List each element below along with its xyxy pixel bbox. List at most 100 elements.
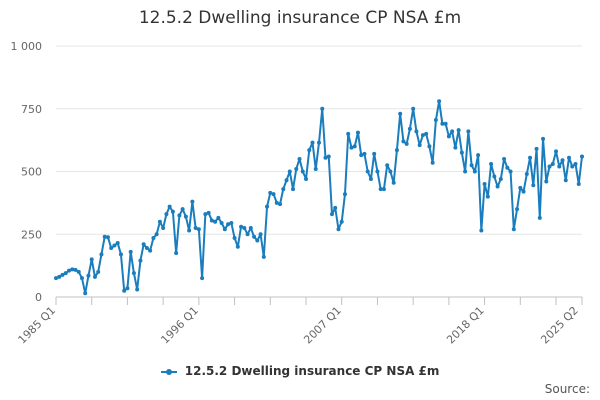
data-point xyxy=(450,129,455,134)
data-point xyxy=(83,291,88,296)
data-point xyxy=(281,187,286,192)
data-point xyxy=(443,121,448,126)
x-tick-label: 2025 Q2 xyxy=(538,304,581,347)
data-point xyxy=(317,140,321,145)
data-point xyxy=(544,179,549,184)
data-point xyxy=(339,219,344,224)
data-point xyxy=(174,251,179,256)
y-axis-labels: 0 250 500 750 1 000 xyxy=(11,40,43,304)
data-point xyxy=(411,106,416,111)
data-point xyxy=(297,156,302,161)
data-point xyxy=(196,227,201,232)
data-point xyxy=(498,177,503,182)
data-point xyxy=(252,234,257,239)
chart-title: 12.5.2 Dwelling insurance CP NSA £m xyxy=(138,8,462,28)
data-point xyxy=(580,154,584,159)
data-point xyxy=(404,141,409,146)
data-point xyxy=(183,214,188,219)
data-point xyxy=(235,244,240,249)
data-point xyxy=(417,143,422,148)
data-point xyxy=(427,144,432,149)
data-point xyxy=(336,227,341,232)
x-axis xyxy=(55,296,583,305)
data-point xyxy=(222,227,227,232)
data-point xyxy=(167,204,172,209)
data-point xyxy=(502,156,507,161)
data-point xyxy=(76,269,81,274)
data-point xyxy=(157,219,162,224)
data-point xyxy=(385,163,390,168)
data-point xyxy=(479,228,484,233)
data-point xyxy=(554,149,559,154)
data-point xyxy=(424,131,429,136)
data-point xyxy=(560,158,565,163)
legend[interactable]: 12.5.2 Dwelling insurance CP NSA £m xyxy=(0,364,600,378)
data-point xyxy=(375,169,380,174)
data-point xyxy=(495,184,500,189)
data-point xyxy=(398,111,403,116)
data-point xyxy=(329,212,334,217)
data-point xyxy=(242,225,247,230)
data-point xyxy=(541,136,546,141)
y-tick-label: 250 xyxy=(21,228,42,241)
data-point xyxy=(524,172,529,177)
data-point xyxy=(521,189,526,194)
data-point xyxy=(274,200,279,205)
y-tick-label: 1 000 xyxy=(11,40,43,53)
data-point xyxy=(368,177,373,182)
grid-lines xyxy=(56,45,582,235)
data-point xyxy=(508,169,513,174)
data-point xyxy=(268,190,273,195)
data-point xyxy=(60,272,65,277)
data-point xyxy=(407,126,412,131)
data-point xyxy=(492,174,497,179)
data-point xyxy=(326,154,331,159)
data-point xyxy=(63,271,68,276)
data-point xyxy=(359,153,364,158)
data-point xyxy=(135,287,140,292)
legend-swatch-icon xyxy=(160,367,177,377)
data-point xyxy=(112,243,117,248)
data-point xyxy=(563,178,568,183)
data-point xyxy=(161,225,166,230)
data-point xyxy=(219,220,224,225)
data-point xyxy=(148,248,153,253)
data-point xyxy=(164,212,169,217)
data-point xyxy=(394,148,399,153)
data-point xyxy=(453,145,458,150)
x-tick-label: 2018 Q1 xyxy=(444,304,487,347)
data-point xyxy=(57,274,62,279)
data-point xyxy=(547,164,552,169)
data-point xyxy=(96,269,101,274)
data-point xyxy=(203,212,208,217)
data-point xyxy=(570,164,575,169)
data-point xyxy=(70,267,75,272)
data-point xyxy=(248,225,253,230)
y-tick-label: 500 xyxy=(21,166,42,179)
data-point xyxy=(304,177,309,182)
data-point xyxy=(573,161,578,166)
data-point xyxy=(515,207,520,212)
x-axis-labels: 1985 Q1 1996 Q1 2007 Q1 2018 Q1 2025 Q2 xyxy=(16,304,581,347)
data-point xyxy=(349,145,354,150)
data-point xyxy=(528,155,533,160)
data-point xyxy=(206,210,211,215)
data-point xyxy=(388,169,393,174)
data-point xyxy=(433,118,438,123)
data-point xyxy=(511,227,516,232)
data-point xyxy=(258,232,263,237)
data-point xyxy=(489,161,494,166)
data-point xyxy=(485,194,490,199)
data-point xyxy=(118,252,123,257)
data-point xyxy=(200,276,205,281)
data-point xyxy=(284,178,289,183)
data-point xyxy=(180,207,185,212)
y-tick-label: 0 xyxy=(35,291,42,304)
data-point xyxy=(209,218,214,223)
data-point xyxy=(355,130,360,135)
data-point xyxy=(138,258,143,263)
data-point xyxy=(463,169,468,174)
data-point xyxy=(466,129,471,134)
